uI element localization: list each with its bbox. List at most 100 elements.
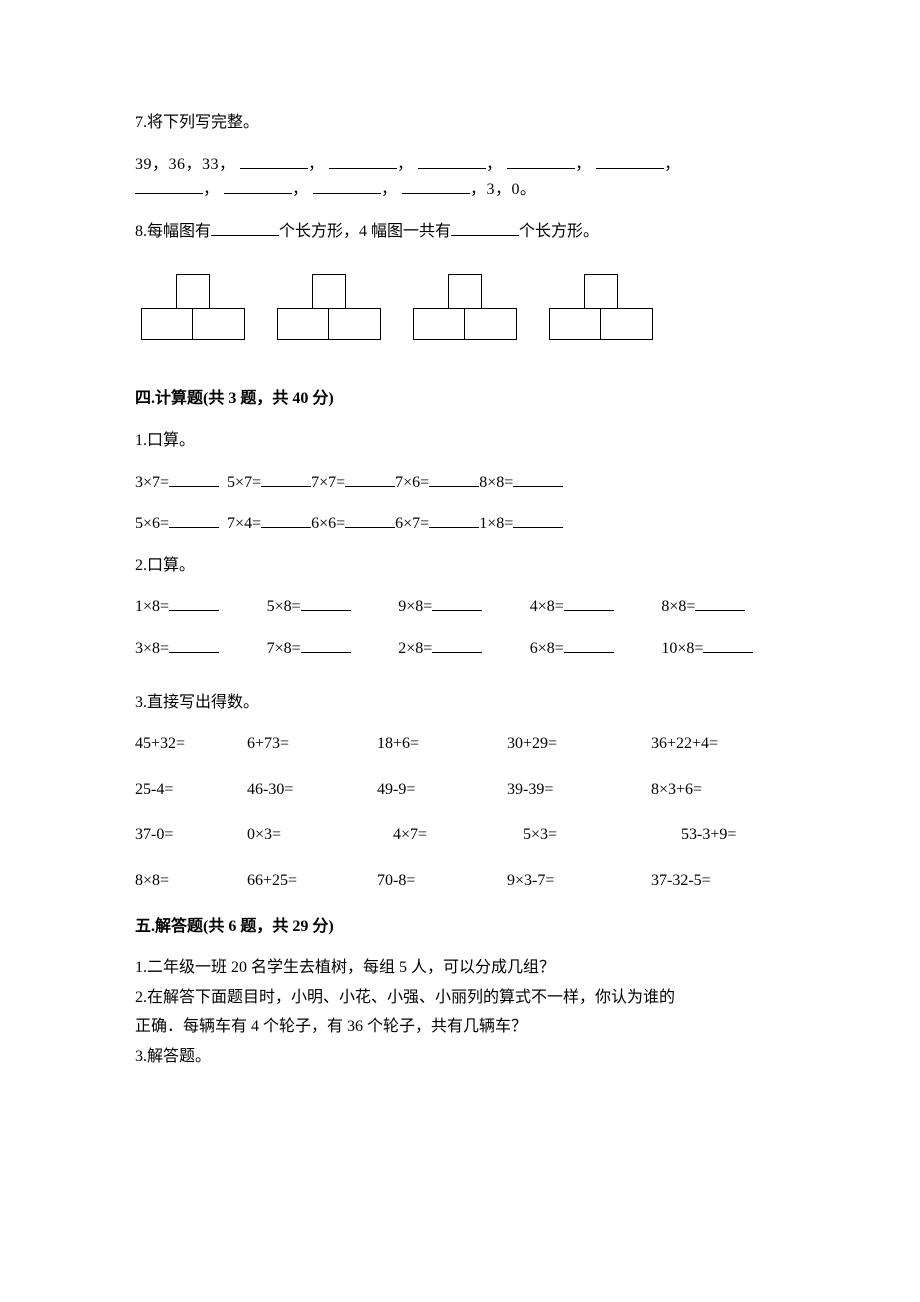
calc-item: 5×8= xyxy=(267,598,301,615)
calc-item: 3×7= xyxy=(135,474,169,491)
calc-blank[interactable] xyxy=(432,595,482,611)
section-4-title: 四.计算题(共 3 题，共 40 分) xyxy=(135,386,785,412)
rect-top xyxy=(448,274,482,308)
calc-blank[interactable] xyxy=(169,637,219,653)
s4q3-label: 3.直接写出得数。 xyxy=(135,690,785,716)
s5q1: 1.二年级一班 20 名学生去植树，每组 5 人，可以分成几组？ xyxy=(135,955,785,981)
calc-item: 1×8= xyxy=(479,515,513,532)
calc-item: 6×6= xyxy=(311,515,345,532)
q7-blank-2[interactable] xyxy=(329,153,397,169)
calc-item: 39-39= xyxy=(507,777,651,803)
calc-blank[interactable] xyxy=(429,471,479,487)
calc-blank[interactable] xyxy=(169,595,219,611)
calc-blank[interactable] xyxy=(564,595,614,611)
s4q2-row2: 3×8= 7×8= 2×8= 6×8= 10×8= xyxy=(135,636,785,662)
s4q1-label: 1.口算。 xyxy=(135,428,785,454)
calc-blank[interactable] xyxy=(564,637,614,653)
calc-item: 8×8= xyxy=(135,868,247,894)
calc-item: 6+73= xyxy=(247,731,377,757)
calc-blank[interactable] xyxy=(261,512,311,528)
s4q2-row1: 1×8= 5×8= 9×8= 4×8= 8×8= xyxy=(135,594,785,620)
calc-blank[interactable] xyxy=(513,471,563,487)
calc-item: 7×6= xyxy=(395,474,429,491)
s4q1-row1: 3×7= 5×7=7×7=7×6=8×8= xyxy=(135,470,785,496)
calc-blank[interactable] xyxy=(301,637,351,653)
calc-item: 5×6= xyxy=(135,515,169,532)
q7-blank-8[interactable] xyxy=(313,178,381,194)
calc-blank[interactable] xyxy=(169,471,219,487)
rect-cell xyxy=(193,308,245,340)
calc-blank[interactable] xyxy=(695,595,745,611)
calc-item: 9×3-7= xyxy=(507,868,651,894)
calc-blank[interactable] xyxy=(169,512,219,528)
calc-item: 37-32-5= xyxy=(651,868,785,894)
calc-item: 7×8= xyxy=(267,640,301,657)
rect-cell xyxy=(549,308,601,340)
s4q3-row: 8×8= 66+25= 70-8= 9×3-7= 37-32-5= xyxy=(135,868,785,894)
rect-top xyxy=(584,274,618,308)
calc-item: 9×8= xyxy=(398,598,432,615)
rect-cell xyxy=(413,308,465,340)
calc-item: 6×7= xyxy=(395,515,429,532)
calc-item: 18+6= xyxy=(377,731,507,757)
q8-suffix: 个长方形。 xyxy=(519,223,599,240)
calc-item: 46-30= xyxy=(247,777,377,803)
q8-figure-2 xyxy=(277,274,381,356)
rect-bottom-row xyxy=(549,308,653,340)
q8-line: 8.每幅图有个长方形，4 幅图一共有个长方形。 xyxy=(135,219,785,245)
calc-item: 66+25= xyxy=(247,868,377,894)
q7-seq-suffix: ，3，0。 xyxy=(470,181,537,198)
rect-cell xyxy=(465,308,517,340)
q7-blank-1[interactable] xyxy=(240,153,308,169)
q7-blank-5[interactable] xyxy=(596,153,664,169)
calc-item: 30+29= xyxy=(507,731,651,757)
s4q3-table: 45+32= 6+73= 18+6= 30+29= 36+22+4= 25-4=… xyxy=(135,731,785,893)
q7-blank-7[interactable] xyxy=(224,178,292,194)
calc-blank[interactable] xyxy=(513,512,563,528)
s5q3: 3.解答题。 xyxy=(135,1044,785,1070)
q8-figure-1 xyxy=(141,274,245,356)
calc-blank[interactable] xyxy=(432,637,482,653)
calc-item: 37-0= xyxy=(135,822,247,848)
section-5-title: 五.解答题(共 6 题，共 29 分) xyxy=(135,914,785,940)
rect-cell xyxy=(601,308,653,340)
calc-item: 45+32= xyxy=(135,731,247,757)
rect-cell xyxy=(141,308,193,340)
calc-blank[interactable] xyxy=(301,595,351,611)
calc-item: 4×8= xyxy=(530,598,564,615)
q8-prefix: 8.每幅图有 xyxy=(135,223,211,240)
s5q2-line2: 正确．每辆车有 4 个轮子，有 36 个轮子，共有几辆车？ xyxy=(135,1014,785,1040)
s4q3-row: 37-0= 0×3= 4×7= 5×3= 53-3+9= xyxy=(135,822,785,848)
q7-blank-3[interactable] xyxy=(418,153,486,169)
rect-bottom-row xyxy=(413,308,517,340)
rect-bottom-row xyxy=(277,308,381,340)
q8-figures xyxy=(141,274,785,356)
calc-blank[interactable] xyxy=(703,637,753,653)
calc-blank[interactable] xyxy=(429,512,479,528)
s4q1-row2: 5×6= 7×4=6×6=6×7=1×8= xyxy=(135,511,785,537)
rect-bottom-row xyxy=(141,308,245,340)
calc-item: 53-3+9= xyxy=(651,822,785,848)
calc-item: 8×3+6= xyxy=(651,777,785,803)
calc-item: 0×3= xyxy=(247,822,377,848)
calc-item: 3×8= xyxy=(135,640,169,657)
calc-blank[interactable] xyxy=(345,512,395,528)
q7-blank-6[interactable] xyxy=(135,178,203,194)
q8-blank-2[interactable] xyxy=(451,220,519,236)
q7-blank-9[interactable] xyxy=(402,178,470,194)
calc-item: 49-9= xyxy=(377,777,507,803)
q7-sequence: 39，36，33， ， ， ， ， ， ， ， ， ，3，0。 xyxy=(135,152,785,203)
q7-prompt: 7.将下列写完整。 xyxy=(135,110,785,136)
q7-blank-4[interactable] xyxy=(507,153,575,169)
calc-blank[interactable] xyxy=(345,471,395,487)
rect-cell xyxy=(277,308,329,340)
calc-item: 7×7= xyxy=(311,474,345,491)
s4q3-row: 45+32= 6+73= 18+6= 30+29= 36+22+4= xyxy=(135,731,785,757)
calc-item: 36+22+4= xyxy=(651,731,785,757)
q7-seq-prefix: 39，36，33， xyxy=(135,156,236,173)
q8-blank-1[interactable] xyxy=(211,220,279,236)
calc-item: 70-8= xyxy=(377,868,507,894)
s4q3-row: 25-4= 46-30= 49-9= 39-39= 8×3+6= xyxy=(135,777,785,803)
rect-cell xyxy=(329,308,381,340)
calc-blank[interactable] xyxy=(261,471,311,487)
